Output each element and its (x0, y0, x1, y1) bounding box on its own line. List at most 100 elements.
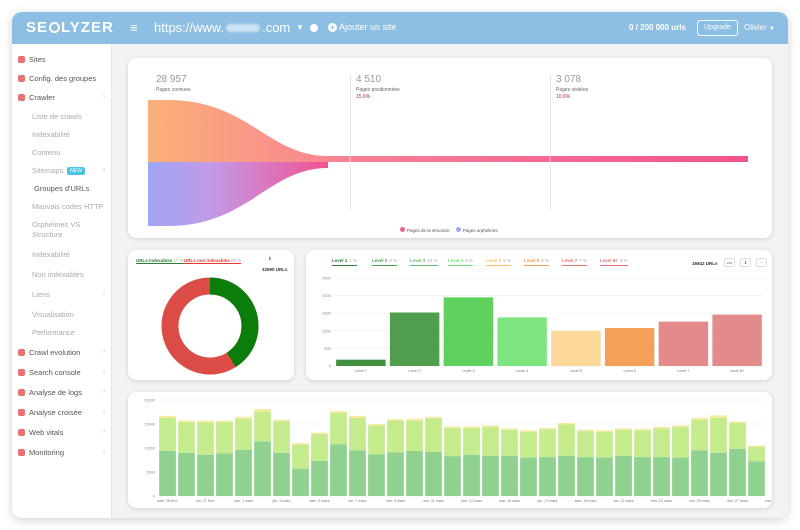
sidebar-item[interactable]: Structure (32, 230, 62, 239)
x-tick-label: Level 6 (624, 369, 636, 373)
sidebar-item[interactable]: Crawler (18, 93, 55, 102)
sidebar-item[interactable]: Sites (18, 55, 46, 64)
indexability-donut (161, 277, 259, 375)
hamburger-menu-icon[interactable]: ≡ (130, 20, 138, 35)
chevron-right-icon: › (103, 291, 105, 297)
sidebar-item[interactable]: Performance (32, 328, 75, 337)
divider (550, 74, 551, 210)
sidebar-item[interactable]: Crawl evolution (18, 348, 80, 357)
level-bar (497, 317, 547, 366)
levels-total: 16942 URLs (692, 261, 718, 266)
level-bar (551, 330, 601, 366)
upgrade-button[interactable]: Upgrade (697, 20, 738, 36)
sidebar-item[interactable]: Search console (18, 368, 81, 377)
sidebar-item-label: Orphelines VS (32, 220, 81, 229)
donut-slice-indexable (161, 277, 259, 375)
level-tab[interactable]: Level 8+ 8 % (600, 258, 628, 266)
donut-legend-non-indexable[interactable]: URLs non indexables 83 % (184, 258, 242, 264)
stacked-bar-segment (634, 428, 651, 431)
file-icon (18, 389, 25, 396)
chevron-right-icon: › (103, 94, 105, 100)
sidebar-item[interactable]: Liens (32, 290, 50, 299)
level-tab[interactable]: Level 3 12 % (410, 258, 438, 266)
stacked-bar-segment (330, 411, 347, 413)
x-tick-label: ven. 11 mars (423, 499, 444, 503)
stacked-bar-segment (710, 415, 727, 418)
download-button[interactable]: ⬇ (740, 258, 751, 267)
sidebar-item[interactable]: Sitemaps NEW (32, 166, 85, 175)
legend-item-orphan[interactable]: Pages orphelines (455, 227, 498, 233)
y-tick-label: 20000 (144, 399, 155, 403)
sidebar-item-label: Sites (29, 55, 46, 64)
sidebar-item[interactable]: Visualisation (32, 310, 74, 319)
sidebar-item-label: Web vitals (29, 428, 64, 437)
level-tab-label: Level 5 (486, 258, 502, 263)
chevron-right-icon: › (103, 449, 105, 455)
sidebar-item-label: Analyse croisée (29, 408, 82, 417)
stacked-bar-segment (596, 430, 613, 432)
stacked-bar-segment (387, 452, 404, 496)
stacked-bar-segment (235, 449, 252, 496)
stacked-bar-segment (577, 429, 594, 432)
crawl-evolution-card: 0 5000 10000 15000 20000 sam. 26 févr. lun. 27… (128, 392, 772, 508)
sidebar-item[interactable]: Config. des groupes (18, 74, 96, 83)
sidebar-item-label: Performance (32, 328, 75, 337)
add-site-button[interactable]: + Ajouter un site (328, 22, 397, 32)
stacked-bar-segment (463, 427, 480, 455)
stacked-bar-segment (349, 417, 366, 451)
x-tick-label: mar. 29 mars (765, 499, 772, 503)
stacked-bar-segment (634, 457, 651, 496)
legend-item-structure[interactable]: Pages de la structure (400, 227, 450, 233)
y-tick-label: 10000 (144, 447, 155, 451)
donut-legend-indexable[interactable]: URLs indexables 17 % (136, 258, 184, 264)
sidebar-item[interactable]: Contenu (32, 148, 60, 157)
user-menu[interactable]: Olivier ▼ (744, 23, 775, 32)
sidebar-item[interactable]: Orphelines VS (32, 220, 80, 229)
stacked-bar-segment (254, 441, 271, 496)
sidebar-item[interactable]: Web vitals (18, 428, 63, 437)
sidebar-item-label: Crawl evolution (29, 348, 81, 357)
sidebar-item[interactable]: Non indexables (32, 270, 84, 279)
logo[interactable]: SE LYZER (26, 19, 114, 36)
sidebar-item[interactable]: Analyse croisée (18, 408, 82, 417)
site-dropdown-caret-icon[interactable]: ▼ (296, 23, 304, 32)
y-tick-label: 2000 (322, 293, 332, 298)
sidebar-item[interactable]: Indexabilité (32, 250, 70, 259)
sidebar-item[interactable]: Analyse de logs (18, 388, 82, 397)
download-icon[interactable]: ⬇ (268, 256, 272, 261)
sidebar-item[interactable]: Indexabilité (32, 130, 70, 139)
stacked-bar-segment (292, 444, 309, 469)
sidebar-item[interactable]: Groupes d'URLs (34, 184, 89, 193)
more-options-button[interactable]: ··· (756, 258, 767, 267)
x-tick-label: mar. 15 mars (499, 499, 520, 503)
sidebar-item-label: Monitoring (29, 448, 65, 457)
sidebar-item-label: Crawler (29, 93, 55, 102)
stacked-bar-segment (501, 429, 518, 456)
x-tick-label: mer. 9 mars (386, 499, 405, 503)
chevron-right-icon: › (103, 167, 105, 173)
stacked-bar-segment (748, 447, 765, 462)
sidebar-item[interactable]: Liste de crawls (32, 112, 82, 121)
stacked-bar-segment (368, 425, 385, 455)
sidebar-item-label: Mauvais codes HTTP (32, 202, 104, 211)
site-selector[interactable]: https://www. .com (154, 20, 290, 35)
x-tick-label: lun. 21 mars (614, 499, 634, 503)
stacked-bar-segment (729, 423, 746, 449)
sidebar-item[interactable]: Mauvais codes HTTP (32, 202, 104, 211)
stacked-bar-segment (577, 457, 594, 496)
csv-export-button[interactable]: csv (724, 258, 735, 267)
stacked-bar-segment (197, 454, 214, 496)
sidebar-item[interactable]: Monitoring (18, 448, 64, 457)
stacked-bar-segment (634, 430, 651, 458)
stacked-bar-segment (197, 422, 214, 455)
site-settings-icon[interactable] (310, 24, 318, 32)
stacked-bar-segment (349, 450, 366, 496)
site-url-prefix: https://www. (154, 20, 225, 35)
chevron-right-icon: › (103, 349, 105, 355)
